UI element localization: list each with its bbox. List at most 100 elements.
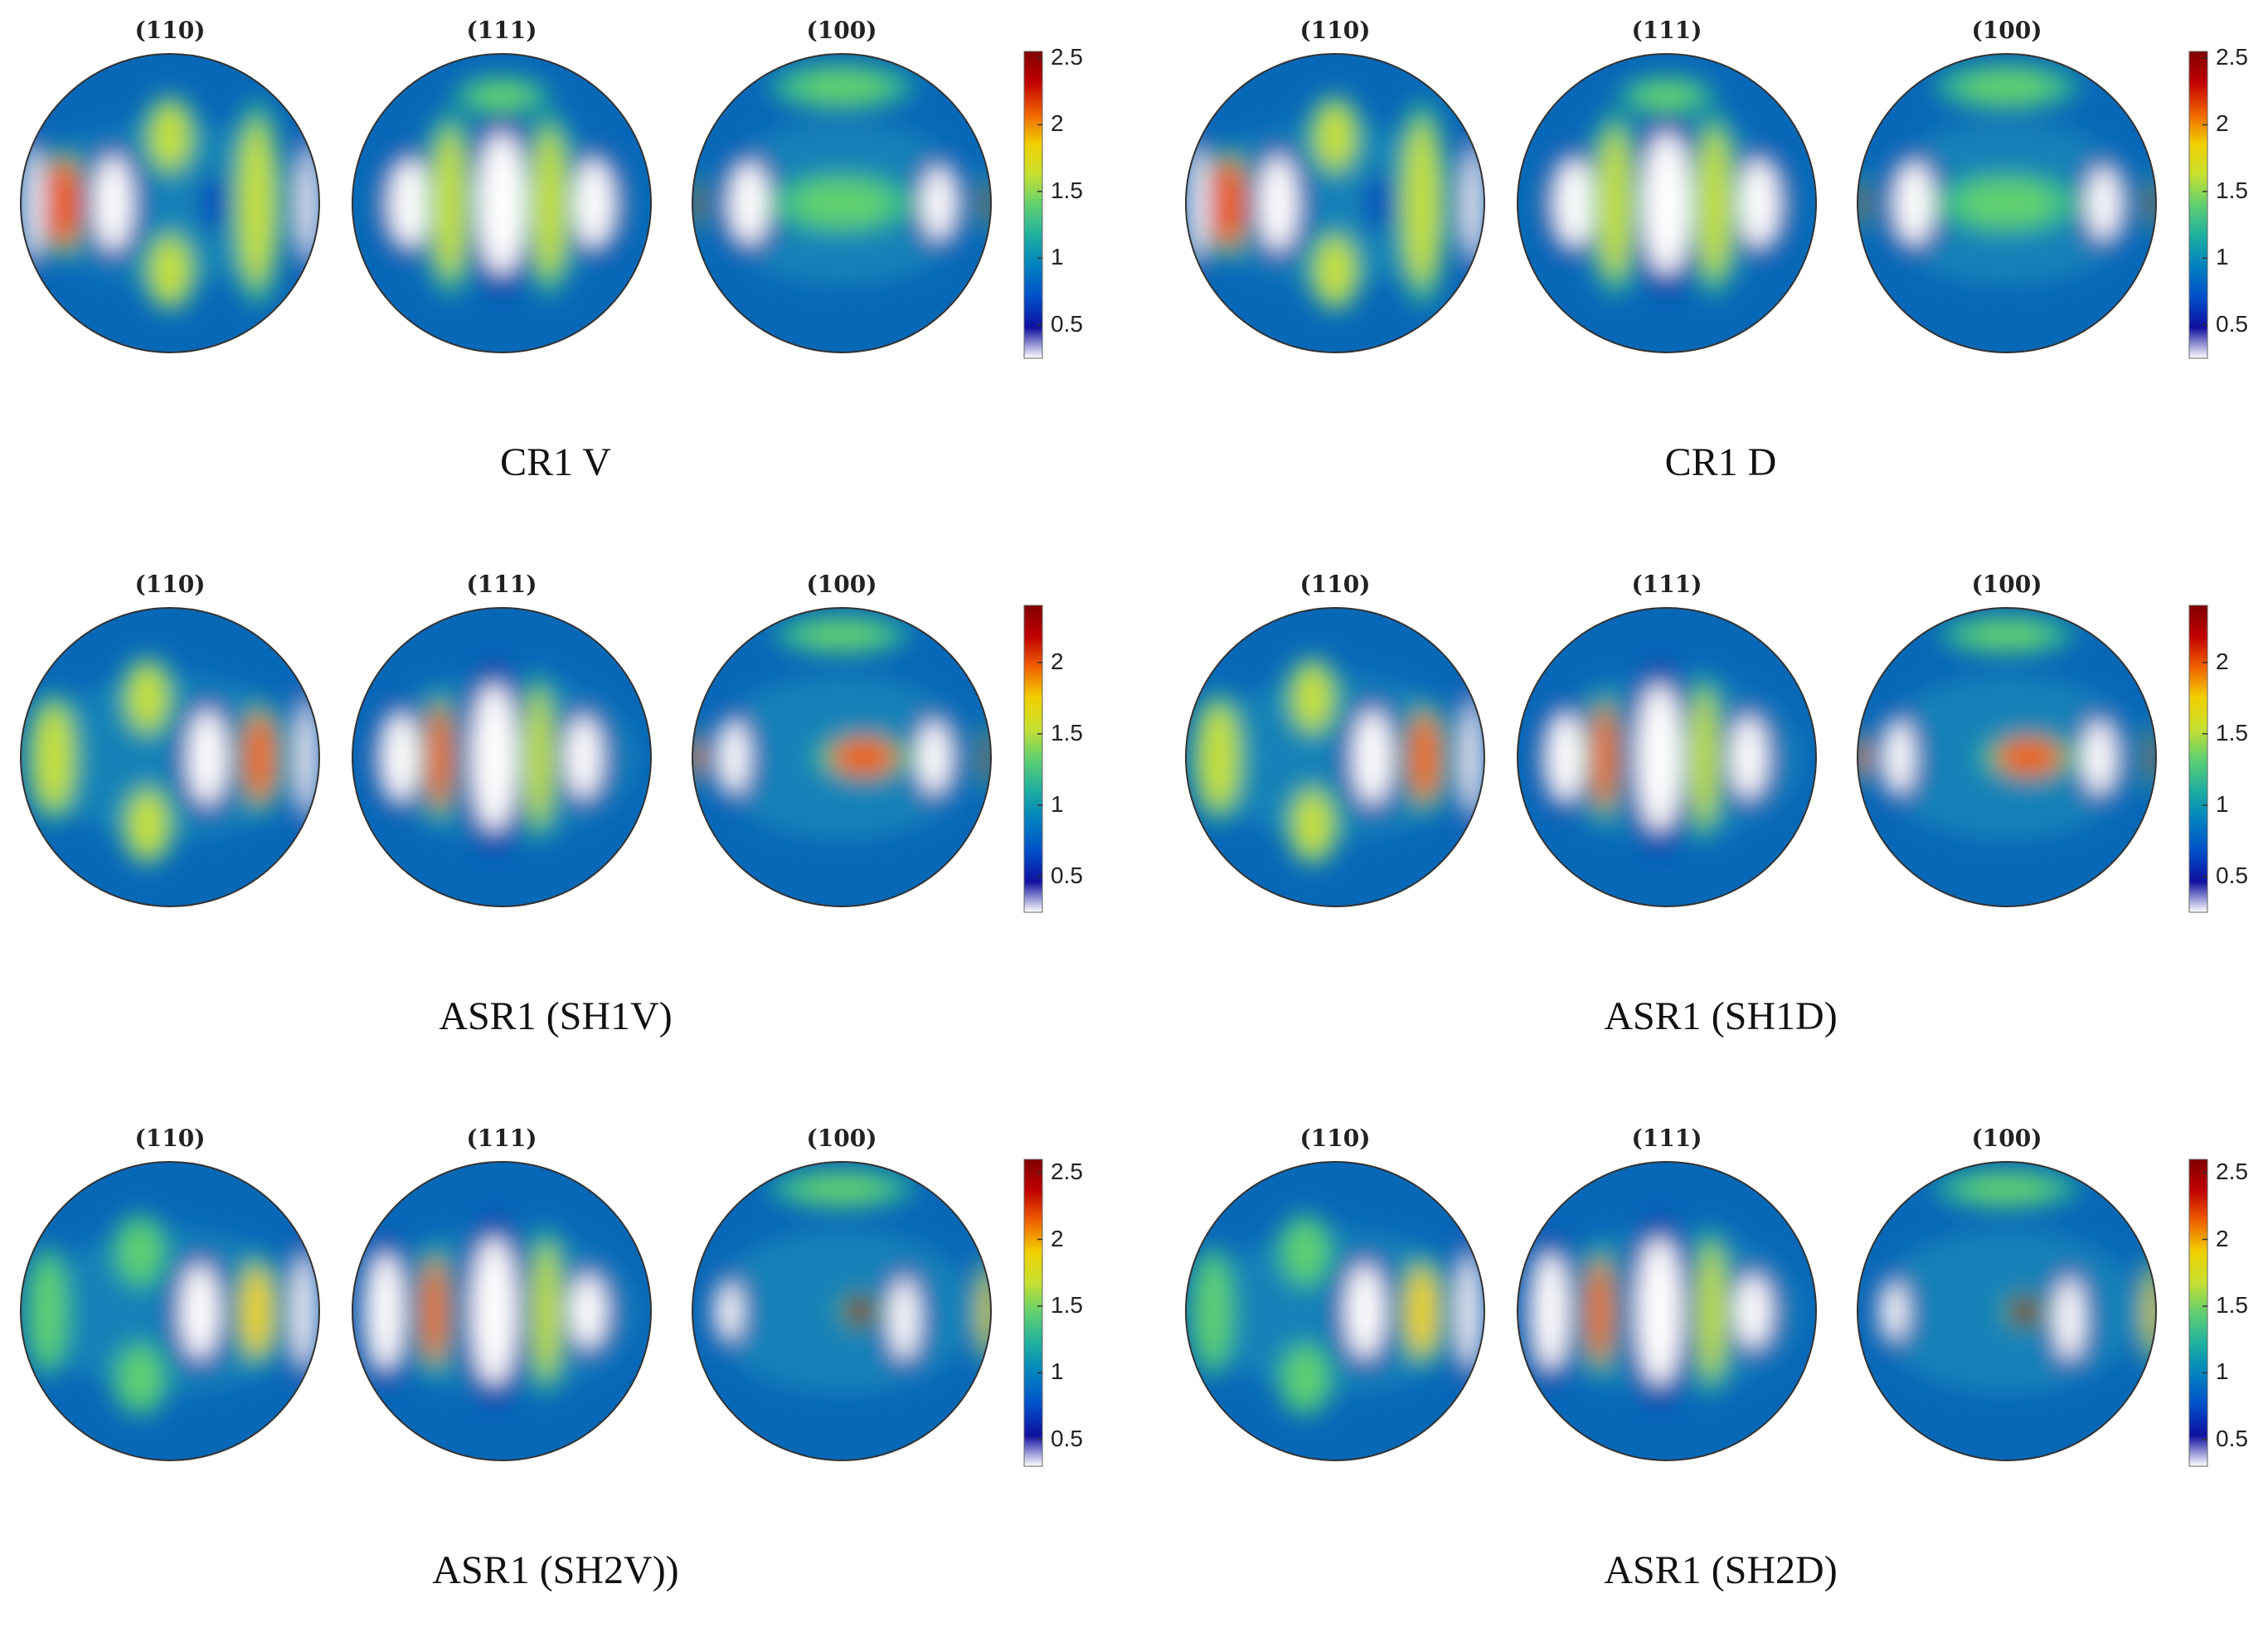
- density-blob: [1353, 709, 1392, 805]
- pole-figure-label: (111): [466, 17, 537, 44]
- density-blob: [1959, 179, 2055, 227]
- density-blob: [422, 1259, 447, 1363]
- density-blob: [122, 1348, 158, 1408]
- density-blob: [472, 1236, 517, 1386]
- density-blob: [36, 705, 72, 809]
- pole-figure-111: [352, 54, 651, 352]
- colorbar-tick-label: 1.5: [2216, 177, 2248, 203]
- density-blob: [1858, 735, 1867, 780]
- colorbar-tick-label: 2.5: [1051, 1159, 1083, 1185]
- density-blob: [1699, 1244, 1724, 1378]
- colorbar-tick-label: 2: [2216, 110, 2229, 137]
- pole-figure-outline: [352, 607, 652, 907]
- colorbar-tick-label: 2.5: [2216, 44, 2248, 70]
- density-blob: [298, 697, 317, 817]
- pole-figure-label: (100): [1971, 1125, 2042, 1152]
- density-blob: [1858, 181, 1867, 226]
- panel-3: (110) (111) (100) 0.5 1 1.5 2 ASR1 (SH1V): [0, 554, 1161, 1093]
- density-blob: [889, 1276, 920, 1361]
- pole-figure-110: [21, 1162, 319, 1460]
- colorbar-tick-label: 2.5: [2216, 1159, 2248, 1185]
- density-blob: [1592, 705, 1616, 809]
- colorbar: [2188, 1159, 2208, 1467]
- pole-figure-110: [21, 608, 319, 906]
- density-blob: [1188, 143, 1207, 263]
- pole-figure-outline: [1857, 1161, 2157, 1461]
- colorbar-tick-label: 2.5: [1051, 44, 1083, 70]
- density-blob: [719, 720, 750, 794]
- density-blob: [1547, 712, 1584, 802]
- density-blob: [187, 709, 227, 805]
- colorbar-tick-label: 0.5: [2216, 1425, 2248, 1451]
- density-blob: [1201, 705, 1237, 809]
- panel-6: (110) (111) (100) 0.5 1 1.5 2 2.5 ASR1 (SH2D): [1165, 1108, 2268, 1647]
- pole-figure-100: [1858, 1162, 2156, 1460]
- pole-figure-111: [1518, 608, 1816, 906]
- density-band: [1201, 675, 1469, 839]
- panel-graphics: [1185, 51, 2208, 359]
- panel-caption: ASR1 (SH1V): [439, 994, 673, 1038]
- density-blob: [129, 664, 166, 731]
- pole-figure-outline: [1517, 53, 1817, 353]
- density-blob: [1405, 121, 1439, 285]
- pole-figure-100: [1858, 608, 2156, 906]
- density-blob: [1964, 619, 2049, 650]
- density-blob: [180, 1263, 220, 1359]
- pole-figure-label: (111): [1631, 17, 1702, 44]
- colorbar-tick-label: 0.5: [1051, 310, 1083, 337]
- pole-figure-outline: [1857, 607, 2157, 907]
- colorbar: [1023, 51, 1043, 359]
- density-blob: [692, 181, 702, 226]
- density-blob: [1740, 158, 1779, 248]
- density-blob: [982, 181, 991, 226]
- pole-figure-label: (111): [1631, 571, 1702, 598]
- pole-figure-label: (111): [466, 571, 537, 598]
- density-blob: [1895, 161, 1934, 245]
- pole-figure-110: [1186, 1162, 1484, 1460]
- pole-figure-100: [1858, 54, 2156, 352]
- panel-graphics: [20, 605, 1043, 913]
- density-blob: [1962, 69, 2052, 105]
- density-blob: [367, 1251, 404, 1371]
- density-blob: [1643, 131, 1691, 275]
- pole-figure-label: (111): [466, 1125, 537, 1152]
- pole-figure-outline: [1185, 1161, 1485, 1461]
- density-blob: [570, 1274, 607, 1348]
- pole-figure-outline: [692, 607, 992, 907]
- density-blob: [1600, 129, 1629, 278]
- colorbar-tick-label: 1.5: [2216, 719, 2248, 746]
- panel-caption: CR1 V: [500, 440, 611, 484]
- panel-graphics: [1185, 1159, 2208, 1467]
- pole-figure-outline: [352, 1161, 652, 1461]
- density-blob: [245, 712, 274, 802]
- density-blob: [1410, 712, 1440, 802]
- density-blob: [206, 181, 224, 226]
- density-blob: [1735, 1274, 1771, 1348]
- colorbar-tick-label: 1: [2216, 790, 2229, 817]
- density-blob: [122, 1222, 158, 1281]
- pole-figure-111: [352, 1162, 651, 1460]
- density-blob: [534, 129, 565, 278]
- density-blob: [717, 1281, 742, 1341]
- panel-graphics: [1185, 605, 2208, 913]
- density-blob: [1294, 791, 1331, 858]
- panel-caption: ASR1 (SH2D): [1604, 1548, 1838, 1592]
- panel-graphics: [20, 1159, 1043, 1467]
- density-blob: [1637, 80, 1697, 111]
- colorbar-tick-label: 1: [2216, 1358, 2229, 1385]
- density-blob: [1962, 1173, 2052, 1204]
- density-blob: [2145, 1266, 2156, 1356]
- colorbar-tick-label: 0.5: [2216, 862, 2248, 888]
- density-blob: [241, 1266, 272, 1356]
- colorbar-tick-label: 1: [2216, 244, 2229, 270]
- density-blob: [1731, 715, 1767, 799]
- pole-figure-label: (111): [1631, 1125, 1702, 1152]
- density-blob: [575, 158, 614, 248]
- density-blob: [730, 161, 769, 245]
- panel-graphics: [20, 51, 1043, 359]
- colorbar: [1023, 1159, 1043, 1467]
- density-blob: [472, 80, 532, 111]
- pole-figure-111: [1518, 1162, 1816, 1460]
- pole-figure-label: (100): [1971, 571, 2042, 598]
- colorbar-tick-label: 1: [1051, 790, 1064, 817]
